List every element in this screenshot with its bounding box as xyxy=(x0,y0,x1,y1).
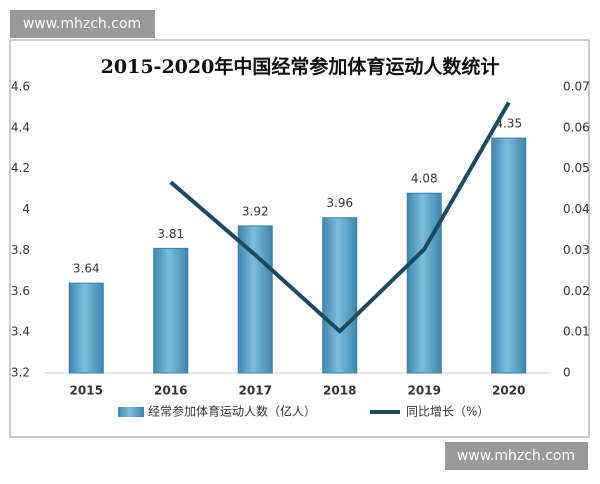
value-label: 3.96 xyxy=(326,196,353,210)
x-tick-label: 2019 xyxy=(408,384,441,398)
legend-swatch xyxy=(118,407,144,417)
value-label: 3.92 xyxy=(242,204,269,218)
watermark: www.mhzch.com xyxy=(457,448,575,464)
y-tick-label: 4.6 xyxy=(11,80,30,94)
value-label: 3.64 xyxy=(73,262,100,276)
y2-tick-label: 0.06 xyxy=(563,120,590,134)
y2-tick-label: 0.07 xyxy=(563,80,590,94)
x-tick-label: 2017 xyxy=(239,384,272,398)
legend-label: 经常参加体育运动人数（亿人） xyxy=(148,404,316,419)
bar xyxy=(153,247,189,374)
x-tick-label: 2015 xyxy=(70,384,103,398)
x-tick-label: 2020 xyxy=(492,384,525,398)
y-tick-label: 3.6 xyxy=(11,284,30,298)
y-tick-label: 3.2 xyxy=(11,366,30,380)
line xyxy=(169,101,511,334)
y2-tick-label: 0.04 xyxy=(563,202,590,216)
y-tick-label: 3.8 xyxy=(11,243,30,257)
value-label: 3.81 xyxy=(157,227,184,241)
watermark-box xyxy=(445,442,588,470)
value-label: 4.35 xyxy=(495,117,522,131)
y-tick-label: 4.2 xyxy=(11,161,30,175)
bar xyxy=(491,137,527,374)
bar xyxy=(68,282,104,374)
y2-tick-label: 0 xyxy=(563,366,571,380)
bar xyxy=(237,225,273,374)
bar xyxy=(406,192,442,374)
watermark: www.mhzch.com xyxy=(23,16,141,32)
y2-tick-label: 0.01 xyxy=(563,325,590,339)
y2-tick-label: 0.03 xyxy=(563,243,590,257)
x-tick-label: 2018 xyxy=(323,384,356,398)
watermark-box xyxy=(10,10,155,38)
x-tick-label: 2016 xyxy=(154,384,187,398)
y-tick-label: 4.4 xyxy=(11,120,30,134)
bar xyxy=(322,217,358,374)
value-label: 4.08 xyxy=(411,172,438,186)
y-tick-label: 3.4 xyxy=(11,325,30,339)
y2-tick-label: 0.02 xyxy=(563,284,590,298)
legend-label: 同比增长（%） xyxy=(406,405,489,419)
y2-tick-label: 0.05 xyxy=(563,161,590,175)
y-tick-label: 4 xyxy=(22,202,30,216)
chart-title: 2015-2020年中国经常参加体育运动人数统计 xyxy=(101,55,500,78)
